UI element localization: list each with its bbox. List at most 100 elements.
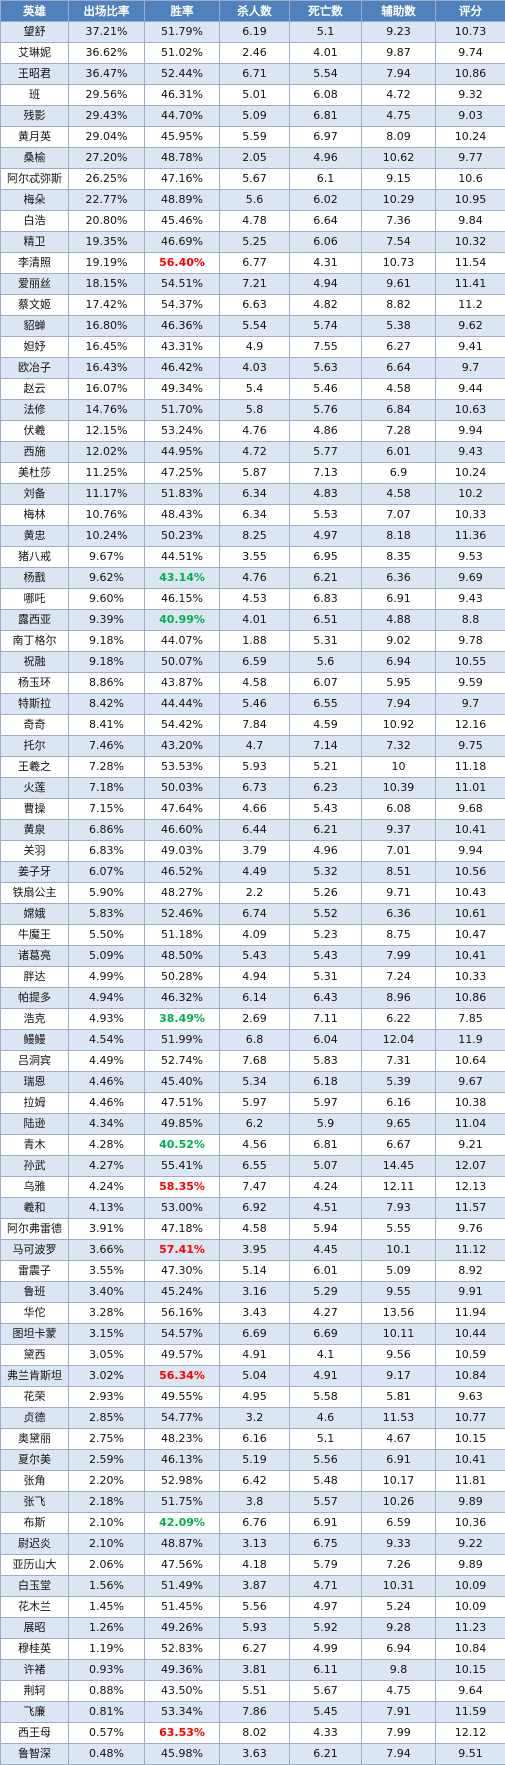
cell-deaths: 6.21 — [290, 1744, 362, 1765]
cell-pick-rate: 5.83% — [69, 904, 145, 925]
cell-deaths: 4.33 — [290, 1723, 362, 1744]
cell-win-rate: 53.34% — [145, 1702, 220, 1723]
cell-kills: 4.72 — [220, 442, 290, 463]
cell-kills: 6.92 — [220, 1198, 290, 1219]
cell-hero: 桑榆 — [1, 148, 69, 169]
cell-kills: 2.05 — [220, 148, 290, 169]
cell-win-rate: 44.07% — [145, 631, 220, 652]
cell-kills: 5.87 — [220, 463, 290, 484]
cell-hero: 华佗 — [1, 1303, 69, 1324]
cell-deaths: 4.31 — [290, 253, 362, 274]
cell-pick-rate: 0.93% — [69, 1660, 145, 1681]
cell-deaths: 4.1 — [290, 1345, 362, 1366]
cell-score: 10.09 — [436, 1597, 505, 1618]
cell-pick-rate: 9.60% — [69, 589, 145, 610]
cell-kills: 4.18 — [220, 1555, 290, 1576]
cell-kills: 4.58 — [220, 1219, 290, 1240]
cell-assists: 11.53 — [362, 1408, 436, 1429]
cell-score: 10.56 — [436, 862, 505, 883]
cell-win-rate: 49.55% — [145, 1387, 220, 1408]
cell-win-rate: 51.75% — [145, 1492, 220, 1513]
cell-deaths: 4.91 — [290, 1366, 362, 1387]
cell-kills: 3.8 — [220, 1492, 290, 1513]
cell-kills: 6.63 — [220, 295, 290, 316]
cell-hero: 奥黛丽 — [1, 1429, 69, 1450]
cell-score: 9.75 — [436, 736, 505, 757]
cell-kills: 8.02 — [220, 1723, 290, 1744]
cell-deaths: 7.14 — [290, 736, 362, 757]
cell-win-rate: 49.85% — [145, 1114, 220, 1135]
cell-deaths: 5.74 — [290, 316, 362, 337]
cell-kills: 5.19 — [220, 1450, 290, 1471]
cell-pick-rate: 1.56% — [69, 1576, 145, 1597]
cell-assists: 5.39 — [362, 1072, 436, 1093]
cell-kills: 5.93 — [220, 757, 290, 778]
cell-deaths: 5.1 — [290, 1429, 362, 1450]
cell-assists: 10.17 — [362, 1471, 436, 1492]
cell-deaths: 4.6 — [290, 1408, 362, 1429]
cell-deaths: 5.31 — [290, 631, 362, 652]
cell-assists: 7.07 — [362, 505, 436, 526]
cell-score: 10.43 — [436, 883, 505, 904]
cell-score: 12.13 — [436, 1177, 505, 1198]
cell-deaths: 6.91 — [290, 1513, 362, 1534]
cell-win-rate: 51.45% — [145, 1597, 220, 1618]
cell-win-rate: 44.44% — [145, 694, 220, 715]
cell-hero: 花木兰 — [1, 1597, 69, 1618]
cell-deaths: 5.26 — [290, 883, 362, 904]
cell-score: 11.04 — [436, 1114, 505, 1135]
col-header-win-rate: 胜率 — [145, 1, 220, 22]
cell-hero: 青木 — [1, 1135, 69, 1156]
cell-assists: 6.16 — [362, 1093, 436, 1114]
cell-kills: 4.09 — [220, 925, 290, 946]
cell-pick-rate: 7.15% — [69, 799, 145, 820]
cell-win-rate: 54.77% — [145, 1408, 220, 1429]
cell-deaths: 5.52 — [290, 904, 362, 925]
cell-assists: 7.94 — [362, 64, 436, 85]
cell-pick-rate: 1.45% — [69, 1597, 145, 1618]
cell-pick-rate: 8.42% — [69, 694, 145, 715]
cell-assists: 9.61 — [362, 274, 436, 295]
cell-assists: 7.91 — [362, 1702, 436, 1723]
cell-deaths: 7.13 — [290, 463, 362, 484]
cell-pick-rate: 2.59% — [69, 1450, 145, 1471]
cell-kills: 5.46 — [220, 694, 290, 715]
cell-deaths: 5.76 — [290, 400, 362, 421]
cell-win-rate: 51.79% — [145, 22, 220, 43]
cell-win-rate: 51.70% — [145, 400, 220, 421]
cell-kills: 4.95 — [220, 1387, 290, 1408]
cell-pick-rate: 7.28% — [69, 757, 145, 778]
cell-pick-rate: 17.42% — [69, 295, 145, 316]
cell-deaths: 6.64 — [290, 211, 362, 232]
cell-hero: 班 — [1, 85, 69, 106]
cell-deaths: 4.45 — [290, 1240, 362, 1261]
cell-kills: 6.77 — [220, 253, 290, 274]
cell-pick-rate: 0.48% — [69, 1744, 145, 1765]
cell-deaths: 5.54 — [290, 64, 362, 85]
cell-win-rate: 53.53% — [145, 757, 220, 778]
cell-deaths: 6.11 — [290, 1660, 362, 1681]
cell-win-rate: 54.57% — [145, 1324, 220, 1345]
cell-win-rate: 58.35% — [145, 1177, 220, 1198]
cell-score: 8.92 — [436, 1261, 505, 1282]
cell-kills: 3.16 — [220, 1282, 290, 1303]
cell-pick-rate: 36.47% — [69, 64, 145, 85]
